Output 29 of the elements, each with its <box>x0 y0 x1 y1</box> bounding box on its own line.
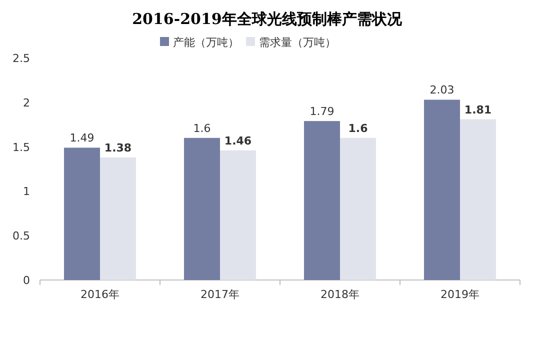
data-label: 1.38 <box>104 141 132 154</box>
data-label: 2.03 <box>430 84 454 97</box>
bar <box>460 119 496 280</box>
data-label: 1.49 <box>70 132 94 145</box>
x-tick-label: 2018年 <box>320 288 360 301</box>
data-label: 1.81 <box>464 103 492 116</box>
y-tick-label: 1 <box>23 185 30 198</box>
legend-label: 产能（万吨） <box>173 36 239 49</box>
x-tick-label: 2016年 <box>80 288 120 301</box>
y-tick-label: 0.5 <box>12 230 30 243</box>
bar <box>424 100 460 280</box>
bar <box>184 138 220 280</box>
data-label: 1.6 <box>348 122 368 135</box>
x-tick-label: 2019年 <box>440 288 480 301</box>
bar <box>340 138 376 280</box>
legend-label: 需求量（万吨） <box>259 36 336 49</box>
y-tick-label: 2.5 <box>12 52 30 65</box>
chart-title: 2016-2019年全球光线预制棒产需状况 <box>132 10 403 28</box>
bar <box>64 148 100 280</box>
data-label: 1.6 <box>193 122 211 135</box>
bar <box>220 150 256 280</box>
y-tick-label: 2 <box>23 96 30 110</box>
x-tick-label: 2017年 <box>200 288 240 301</box>
data-label: 1.79 <box>310 105 334 118</box>
data-label: 1.46 <box>224 134 252 148</box>
y-tick-label: 1.5 <box>12 140 30 154</box>
bar <box>304 121 340 280</box>
y-tick-label: 0 <box>23 274 30 287</box>
bar <box>100 157 136 280</box>
